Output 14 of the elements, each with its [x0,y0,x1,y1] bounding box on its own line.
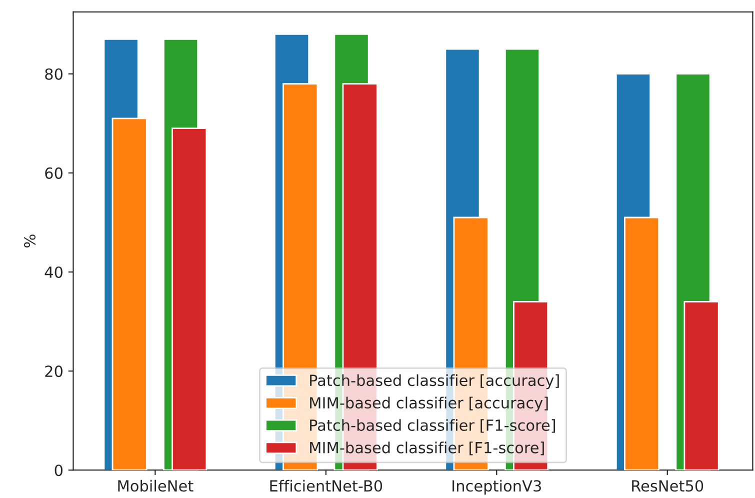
x-tick-label: ResNet50 [632,480,704,492]
legend-label: Patch-based classifier [F1-score] [310,419,556,433]
x-tick-label: MobileNet [118,480,194,492]
y-tick-label: 40 [44,266,62,278]
x-tick-label: EfficientNet-B0 [270,480,382,492]
legend-label: MIM-based classifier [F1-score] [310,442,544,456]
y-axis-title: % [24,234,36,248]
y-tick-label: 20 [45,366,62,378]
y-tick-label: 0 [54,464,62,476]
legend-label: MIM-based classifier [accuracy] [310,396,548,412]
x-tick-label: InceptionV3 [452,480,541,495]
y-tick-label: 80 [45,68,62,80]
y-tick-label: 60 [45,167,62,179]
legend-label: Patch-based classifier [accuracy] [310,374,559,390]
